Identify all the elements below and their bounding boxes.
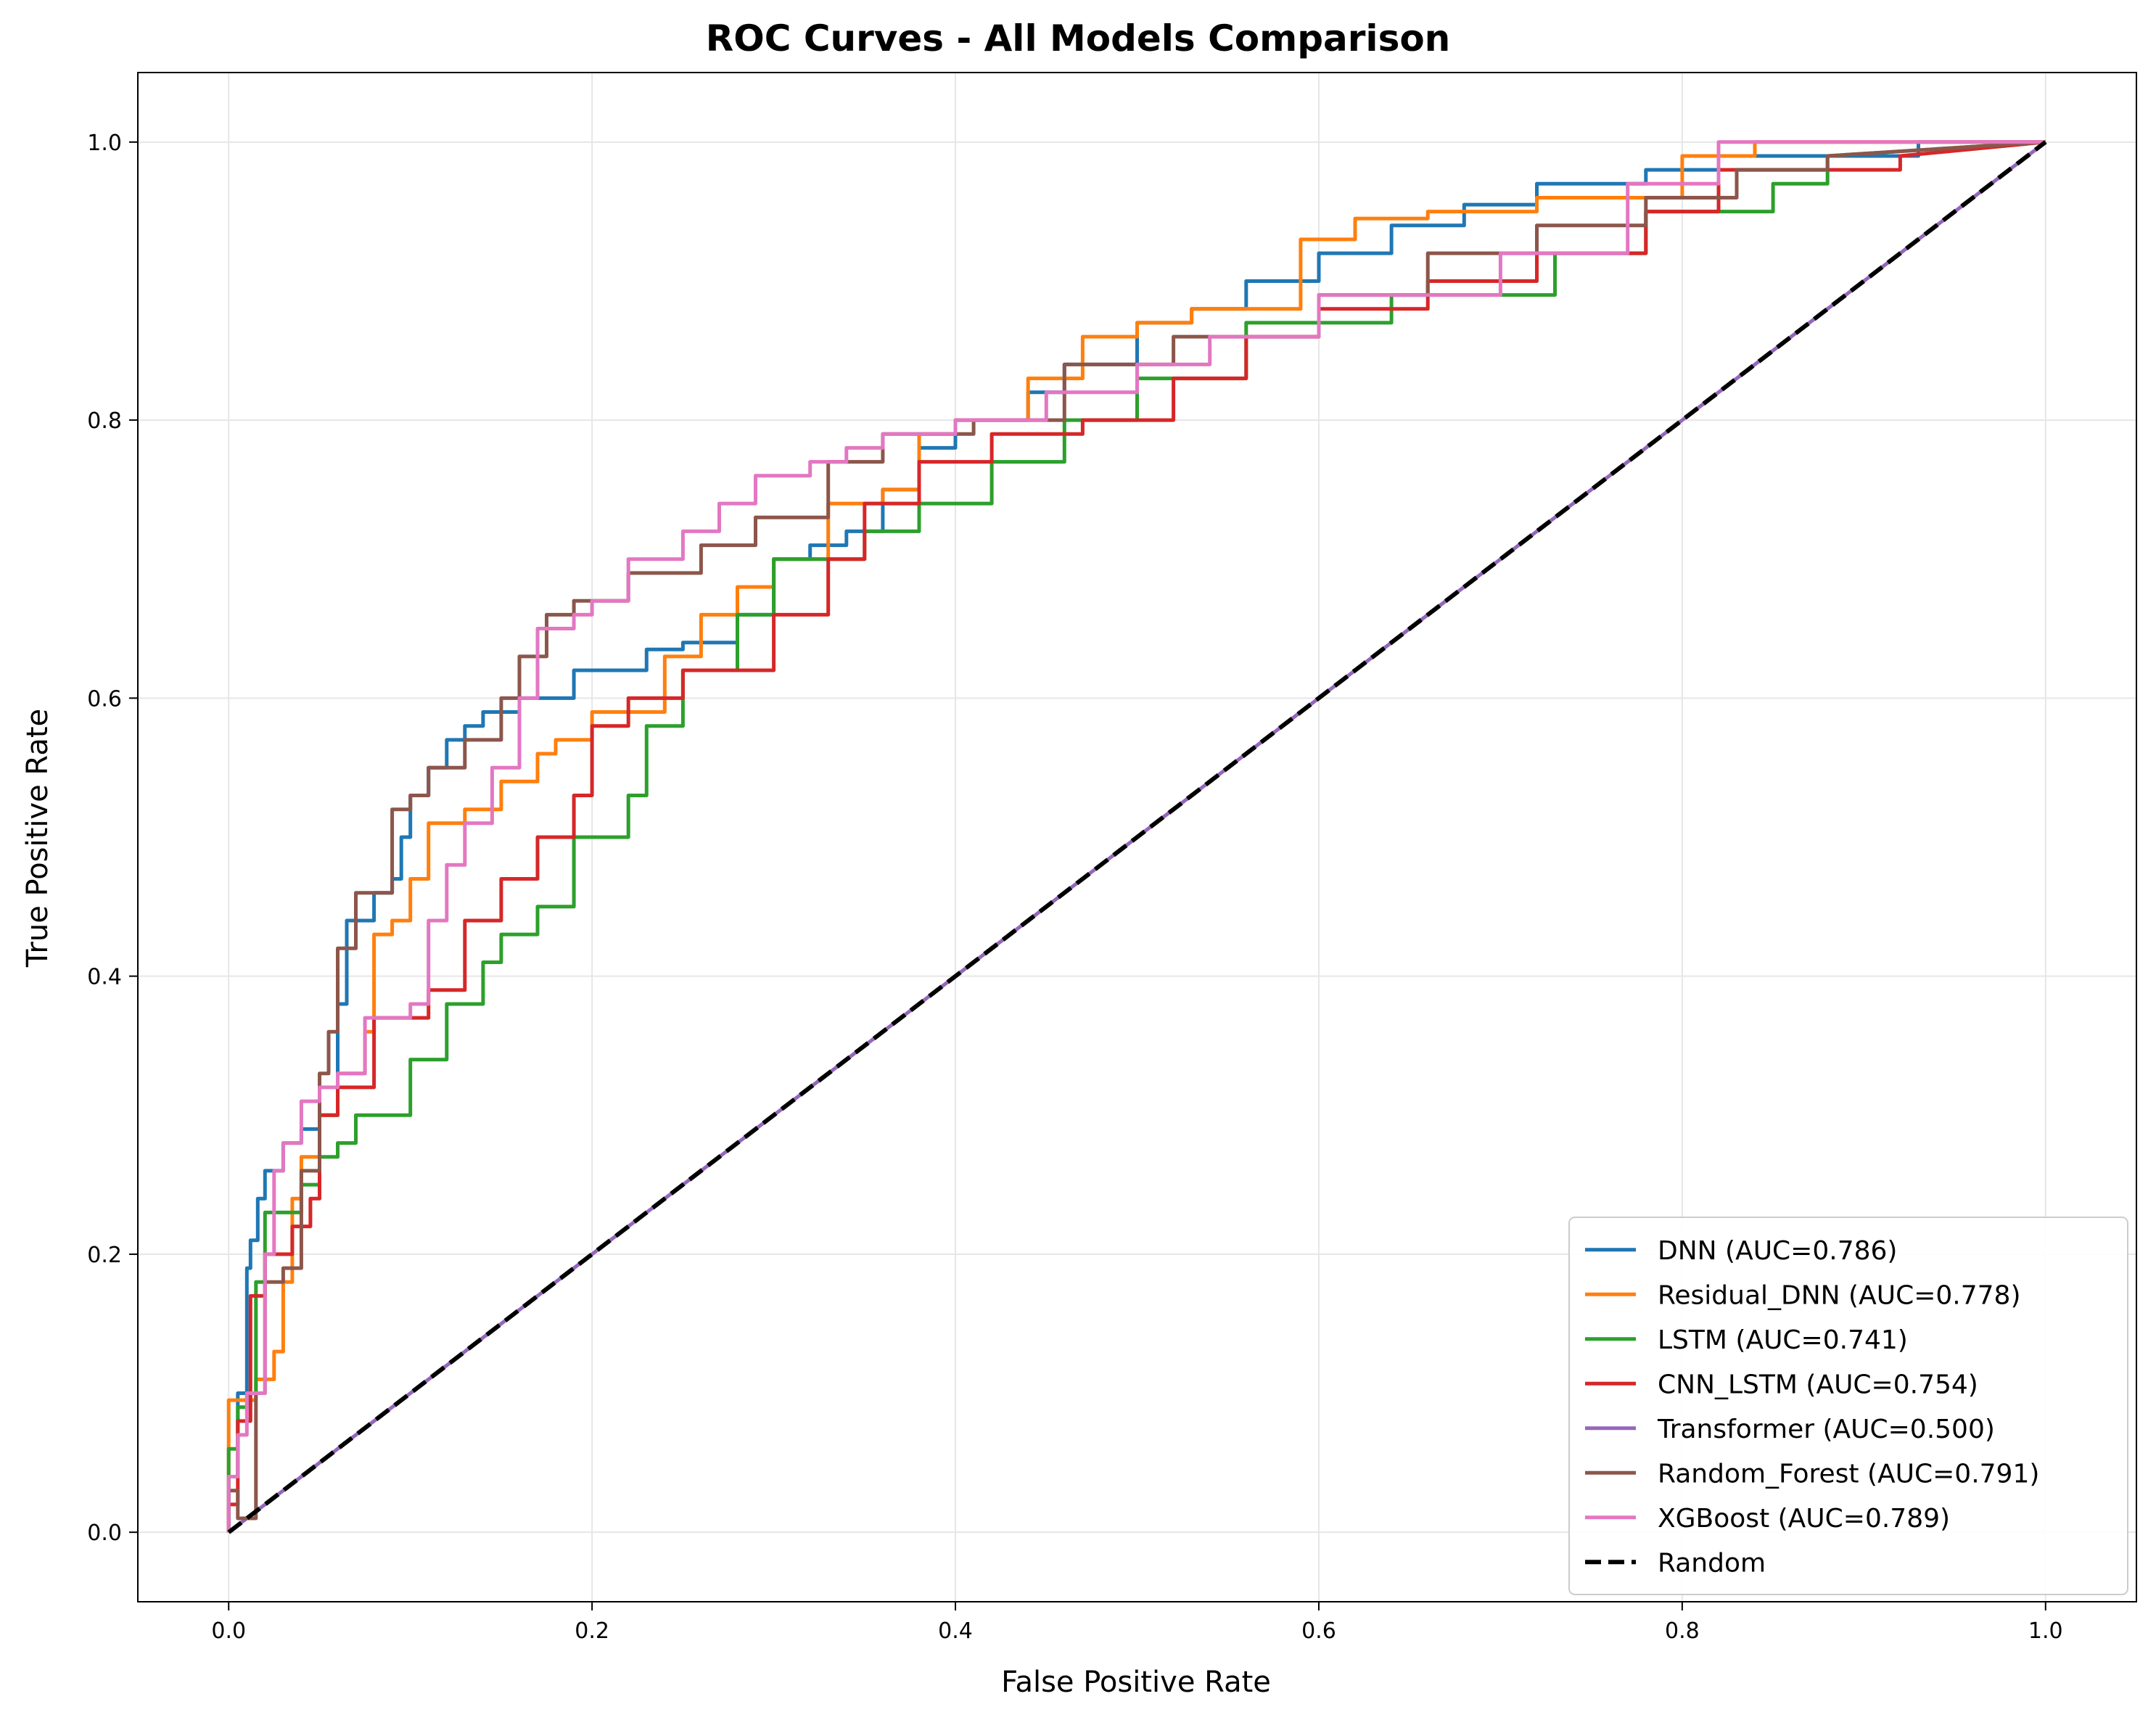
x-tick-label: 1.0	[2028, 1618, 2063, 1644]
series-line-xgboost	[226, 140, 2046, 1533]
y-tick-label: 0.8	[87, 408, 122, 434]
y-axis-label: True Positive Rate	[21, 709, 54, 968]
legend-entry: Residual_DNN (AUC=0.778)	[1658, 1280, 2020, 1310]
legend-entry: Random_Forest (AUC=0.791)	[1658, 1459, 2039, 1489]
series-layer	[226, 140, 2047, 1534]
ticks: 0.0 0.2 0.4 0.6 0.8 1.0 0.0 0.2 0.4 0.6 0.8 1.0	[87, 131, 2062, 1644]
x-tick-label: 0.0	[211, 1618, 246, 1644]
legend-entry: Transformer (AUC=0.500)	[1657, 1415, 1995, 1444]
series-line-cnn-lstm	[226, 140, 2046, 1533]
legend-entry: CNN_LSTM (AUC=0.754)	[1658, 1370, 1978, 1399]
y-tick-label: 0.2	[87, 1243, 122, 1268]
y-tick-label: 0.6	[87, 686, 122, 712]
x-tick-label: 0.6	[1301, 1618, 1336, 1644]
plot-frame	[137, 72, 2137, 1602]
x-tick-label: 0.2	[575, 1618, 609, 1644]
y-tick-label: 0.0	[87, 1521, 122, 1546]
x-axis-label: False Positive Rate	[1001, 1666, 1271, 1699]
x-tick-label: 0.8	[1665, 1618, 1700, 1644]
legend-box	[1568, 1217, 2128, 1595]
legend-entry: XGBoost (AUC=0.789)	[1658, 1504, 1950, 1534]
y-tick-label: 1.0	[87, 131, 122, 156]
y-tick-label: 0.4	[87, 965, 122, 990]
x-tick-label: 0.4	[938, 1618, 973, 1644]
series-line-random	[227, 140, 2047, 1534]
legend-entry: Random	[1658, 1548, 1766, 1578]
legend-entry: LSTM (AUC=0.741)	[1658, 1325, 1908, 1355]
legend-entry: DNN (AUC=0.786)	[1658, 1236, 1897, 1266]
legend: DNN (AUC=0.786) Residual_DNN (AUC=0.778) L…	[1568, 1217, 2128, 1595]
chart-title: ROC Curves - All Models Comparison	[706, 17, 1451, 59]
